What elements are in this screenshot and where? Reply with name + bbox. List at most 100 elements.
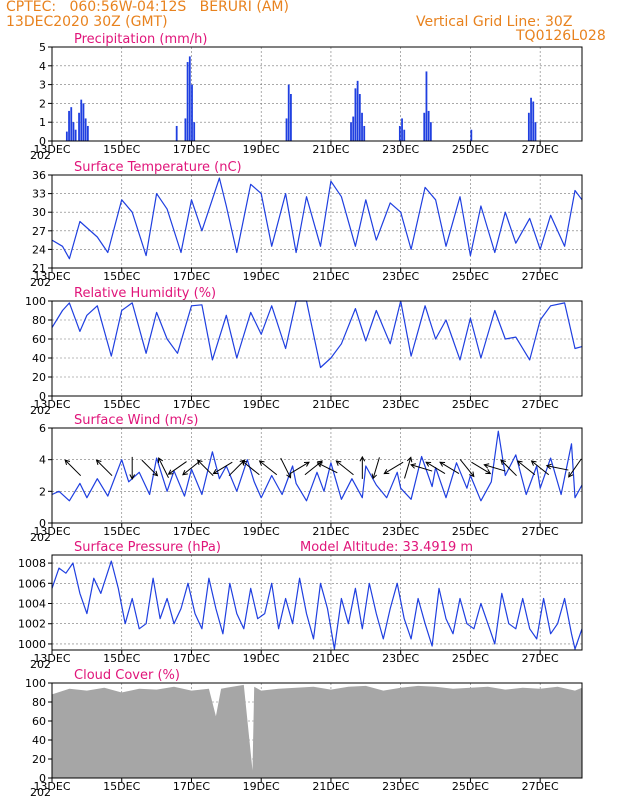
temp-xtick-label: 17DEC	[173, 270, 210, 283]
precip-bar	[427, 110, 430, 141]
rh-xtick-label: 27DEC	[522, 398, 559, 411]
wind-xaxis-under-label: 202	[30, 531, 51, 544]
temp-xtick-label: 25DEC	[452, 270, 489, 283]
precip-bar	[356, 80, 359, 141]
wind-arrow-shaft	[228, 459, 245, 477]
cloud-frame	[51, 682, 583, 779]
rh-ytick-label: 0	[39, 390, 46, 403]
rh-frame	[51, 300, 583, 397]
wind-arrow-shaft	[425, 461, 446, 474]
wind-arrow-head	[545, 463, 552, 470]
pres-xtick-label: 15DEC	[103, 652, 140, 665]
wind-arrow-shaft	[168, 461, 187, 475]
temp-xtick-label: 27DEC	[522, 270, 559, 283]
precip-bar	[470, 129, 473, 141]
pres-annotation: Model Altitude: 33.4919 m	[300, 540, 473, 555]
wind-line	[51, 430, 583, 502]
cloud-ytick-label: 60	[32, 715, 46, 728]
wind-ytick-label: 4	[39, 454, 46, 467]
precip-bar	[191, 84, 193, 141]
cloud-ytick-label: 40	[32, 734, 46, 747]
cloud-ytick-label: 100	[25, 677, 46, 690]
wind-arrow-head	[286, 472, 292, 479]
temp-xtick-label: 19DEC	[243, 270, 280, 283]
wind-xtick-label: 21DEC	[312, 525, 349, 538]
precip-bar	[86, 125, 89, 141]
precip-ytick-label: 4	[39, 60, 46, 73]
cloud-ytick-label: 20	[32, 753, 46, 766]
rh-xtick-label: 17DEC	[173, 398, 210, 411]
precip-bar	[68, 110, 70, 141]
header-grid-line: Vertical Grid Line: 30Z	[416, 14, 573, 30]
pres-xtick-label: 17DEC	[173, 652, 210, 665]
rh-ytick-label: 20	[32, 371, 46, 384]
precip-xtick-label: 25DEC	[452, 143, 489, 156]
cloud-xtick-label: 27DEC	[522, 780, 559, 793]
cloud-xtick-label: 17DEC	[173, 780, 210, 793]
wind-arrow-shaft	[317, 462, 338, 474]
precip-bar	[530, 97, 532, 141]
precip-bar	[527, 112, 530, 141]
wind-ytick-label: 0	[39, 517, 46, 530]
precip-ytick-label: 5	[39, 41, 46, 54]
precip-bar	[425, 71, 428, 141]
precip-bar	[78, 112, 80, 141]
wind-arrow-head	[129, 474, 136, 480]
wind-arrow-shaft	[96, 459, 113, 477]
precip-bar	[429, 122, 432, 141]
wind-frame	[51, 427, 583, 524]
temp-xtick-label: 21DEC	[312, 270, 349, 283]
precip-bar	[532, 101, 535, 141]
rh-xtick-label: 21DEC	[312, 398, 349, 411]
wind-arrow-head	[64, 459, 71, 466]
wind-arrow-shaft	[372, 457, 380, 479]
wind-arrow-head	[406, 456, 413, 463]
wind-arrow-shaft	[517, 460, 536, 476]
precip-bar	[184, 118, 187, 141]
pres-xtick-label: 23DEC	[382, 652, 419, 665]
precip-bar	[354, 88, 357, 141]
precip-bar	[193, 122, 196, 141]
pres-xtick-label: 27DEC	[522, 652, 559, 665]
precip-xtick-label: 23DEC	[382, 143, 419, 156]
pres-ytick-label: 1006	[18, 577, 46, 590]
wind-arrow-shaft	[531, 460, 550, 476]
rh-xtick-label: 25DEC	[452, 398, 489, 411]
wind-arrow-shaft	[410, 464, 433, 472]
temp-ytick-label: 27	[32, 225, 46, 238]
wind-arrow-head	[258, 460, 265, 466]
precip-bar	[188, 56, 191, 141]
wind-arrow-head	[95, 459, 102, 466]
pres-title: Surface Pressure (hPa)	[74, 540, 221, 555]
precip-bar	[534, 122, 537, 141]
precip-bar	[287, 84, 290, 141]
wind-arrow-shaft	[335, 460, 354, 476]
temp-xtick-label: 15DEC	[103, 270, 140, 283]
precip-bar	[290, 94, 292, 141]
precip-bar	[82, 103, 85, 141]
cloud-xtick-label: 23DEC	[382, 780, 419, 793]
precip-bar	[423, 112, 426, 141]
cloud-xaxis-under-label: 202	[30, 786, 51, 799]
rh-xtick-label: 13DEC	[33, 398, 70, 411]
rh-line	[51, 300, 583, 369]
wind-title: Surface Wind (m/s)	[74, 413, 198, 428]
wind-arrow-head	[410, 463, 417, 469]
precip-bar	[403, 129, 406, 141]
cloud-title: Cloud Cover (%)	[74, 668, 180, 683]
wind-arrow-head	[469, 471, 475, 478]
precip-bar	[65, 131, 68, 141]
wind-arrow-head	[516, 460, 523, 466]
wind-arrow-head	[182, 469, 188, 476]
rh-ytick-label: 100	[25, 295, 46, 308]
temp-ytick-label: 30	[32, 206, 46, 219]
cloud-xtick-label: 21DEC	[312, 780, 349, 793]
header-model-code: TQ0126L028	[516, 28, 606, 44]
precip-bar	[361, 112, 363, 141]
pres-xaxis-under-label: 202	[30, 658, 51, 671]
rh-xaxis-under-label: 202	[30, 404, 51, 417]
wind-arrow-head	[359, 455, 366, 462]
precip-bar	[186, 62, 189, 141]
precip-title: Precipitation (mm/h)	[74, 32, 207, 47]
wind-xtick-label: 25DEC	[452, 525, 489, 538]
